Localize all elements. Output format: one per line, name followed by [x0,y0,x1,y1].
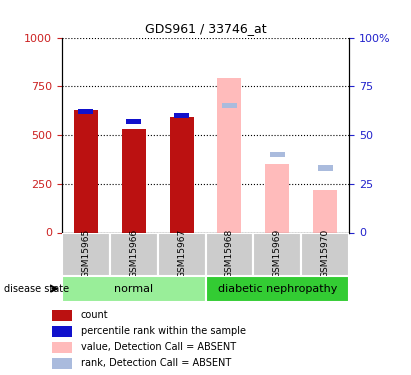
Bar [52,342,72,353]
Text: GSM15968: GSM15968 [225,229,234,278]
FancyBboxPatch shape [206,276,349,302]
Text: GSM15970: GSM15970 [321,229,330,278]
FancyBboxPatch shape [206,232,254,276]
Text: normal: normal [114,284,153,294]
Text: GSM15967: GSM15967 [177,229,186,278]
Bar [74,110,98,232]
Text: GSM15969: GSM15969 [273,229,282,278]
Text: GSM15965: GSM15965 [81,229,90,278]
Text: percentile rank within the sample: percentile rank within the sample [81,326,246,336]
FancyBboxPatch shape [157,232,206,276]
Bar [318,165,333,171]
Bar [266,164,289,232]
Bar [270,152,285,157]
Bar [52,326,72,337]
Bar [78,109,93,114]
Text: count: count [81,310,109,321]
Bar [52,357,72,369]
Text: diabetic nephropathy: diabetic nephropathy [218,284,337,294]
Bar [313,190,337,232]
FancyBboxPatch shape [254,232,301,276]
FancyBboxPatch shape [62,232,110,276]
FancyBboxPatch shape [62,276,206,302]
Bar [217,78,241,232]
Bar [52,310,72,321]
FancyBboxPatch shape [110,232,157,276]
Bar [126,118,141,124]
Bar [174,113,189,118]
Text: GSM15966: GSM15966 [129,229,138,278]
Text: value, Detection Call = ABSENT: value, Detection Call = ABSENT [81,342,236,352]
Text: disease state: disease state [4,285,69,294]
Title: GDS961 / 33746_at: GDS961 / 33746_at [145,22,266,35]
Bar [122,129,145,232]
Text: rank, Detection Call = ABSENT: rank, Detection Call = ABSENT [81,358,231,368]
Bar [169,117,194,232]
Bar [222,103,237,108]
FancyBboxPatch shape [301,232,349,276]
